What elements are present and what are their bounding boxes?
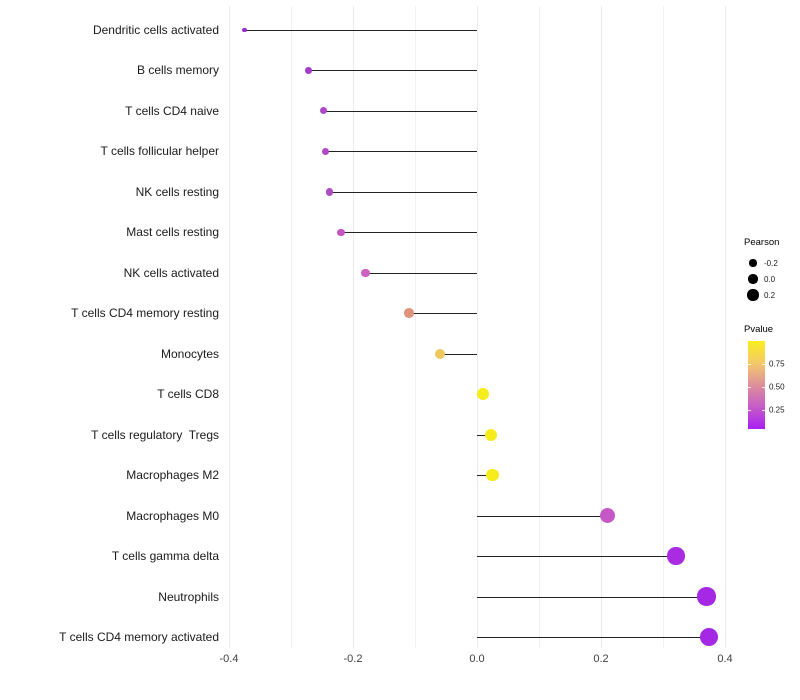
y-axis-label: NK cells activated <box>123 265 219 280</box>
y-axis-label: Mast cells resting <box>126 225 219 240</box>
lollipop-dot <box>322 147 330 155</box>
pvalue-legend-label: 0.50 <box>769 382 785 392</box>
pearson-legend-dot <box>749 259 757 267</box>
gridline-major <box>229 6 230 648</box>
y-axis-label: T cells CD4 memory resting <box>71 306 219 321</box>
pvalue-gradient-tick <box>748 363 751 365</box>
pearson-legend-dot <box>748 274 758 284</box>
y-axis-label: T cells gamma delta <box>111 549 219 564</box>
gridline-minor <box>415 6 416 648</box>
gridline-minor <box>291 6 292 648</box>
y-axis-label: T cells regulatory Tregs <box>91 427 219 442</box>
lollipop-dot <box>337 228 346 237</box>
lollipop-dot <box>325 188 334 196</box>
lollipop-dot <box>305 67 312 74</box>
y-axis-label: T cells CD8 <box>157 387 219 402</box>
pvalue-gradient-tick <box>762 363 765 365</box>
y-axis-label: T cells follicular helper <box>100 144 220 159</box>
x-axis-tick-label: 0.2 <box>593 653 609 665</box>
pvalue-legend-title: Pvalue <box>744 324 774 335</box>
gridline-major <box>353 6 354 648</box>
lollipop-stem <box>244 30 477 31</box>
gridline-major <box>477 6 478 648</box>
y-axis-label: B cells memory <box>136 63 219 78</box>
gridline-major <box>601 6 602 648</box>
lollipop-dot <box>403 308 414 319</box>
lollipop-dot <box>697 587 716 606</box>
lollipop-stem <box>325 151 477 153</box>
y-axis-label: T cells CD4 memory activated <box>59 630 219 645</box>
lollipop-dot <box>699 627 719 647</box>
lollipop-dot <box>599 507 615 524</box>
lollipop-dot <box>484 428 497 441</box>
lollipop-stem <box>477 637 709 639</box>
x-axis-tick-label: 0.0 <box>469 653 485 665</box>
y-axis-label: Neutrophils <box>158 589 219 604</box>
lollipop-dot <box>486 469 499 482</box>
lollipop-stem <box>477 434 491 436</box>
pearson-legend-label: -0.2 <box>764 259 778 268</box>
y-axis-label: Dendritic cells activated <box>92 23 219 37</box>
pvalue-legend-label: 0.75 <box>769 359 785 369</box>
lollipop-stem <box>477 596 707 598</box>
lollipop-stem <box>477 515 608 517</box>
pearson-legend-title: Pearson <box>744 237 780 248</box>
y-axis-label: Macrophages M2 <box>126 468 219 483</box>
pvalue-gradient-tick <box>748 386 751 388</box>
lollipop-stem <box>365 272 477 274</box>
pearson-legend-label: 0.0 <box>764 275 776 284</box>
y-axis-label: Macrophages M0 <box>126 508 219 523</box>
lollipop-dot <box>319 107 327 115</box>
pearson-legend-dot <box>747 289 759 301</box>
lollipop-dot <box>361 268 370 277</box>
pvalue-gradient-tick <box>748 409 751 411</box>
y-axis-label: T cells CD4 naive <box>125 103 219 118</box>
x-axis-tick-label: 0.4 <box>717 653 733 665</box>
lollipop-stem <box>329 191 477 193</box>
lollipop-stem <box>439 353 477 355</box>
lollipop-stem <box>477 475 493 477</box>
lollipop-dot <box>242 27 247 33</box>
lollipop-stem <box>308 70 477 72</box>
lollipop-stem <box>323 110 477 112</box>
x-axis-tick-label: -0.4 <box>219 653 239 665</box>
gridline-minor <box>663 6 664 648</box>
lollipop-stem <box>341 232 477 234</box>
y-axis-label: NK cells resting <box>135 184 219 199</box>
pvalue-legend-label: 0.25 <box>769 405 785 415</box>
y-axis-label: Monocytes <box>160 346 219 361</box>
pvalue-gradient-tick <box>762 409 765 411</box>
lollipop-stem <box>477 556 677 558</box>
x-axis-tick-label: -0.2 <box>343 653 363 665</box>
pvalue-gradient-bar <box>748 341 765 429</box>
lollipop-stem <box>408 313 477 315</box>
pearson-legend-label: 0.2 <box>764 291 776 300</box>
gridline-minor <box>539 6 540 648</box>
lollipop-dot <box>667 547 685 565</box>
gridline-major <box>725 6 726 648</box>
lollipop-dot <box>434 348 446 360</box>
lollipop-dot <box>477 388 490 401</box>
pvalue-gradient-tick <box>762 386 765 388</box>
